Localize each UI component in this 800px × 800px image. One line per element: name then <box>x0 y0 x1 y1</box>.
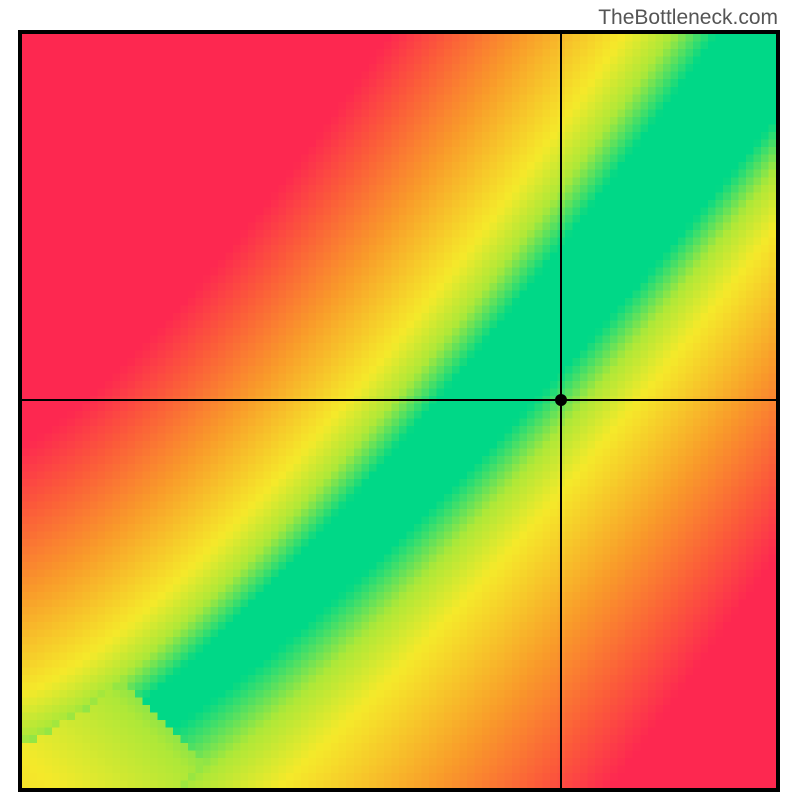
plot-border <box>18 30 780 792</box>
watermark-text: TheBottleneck.com <box>598 6 778 30</box>
